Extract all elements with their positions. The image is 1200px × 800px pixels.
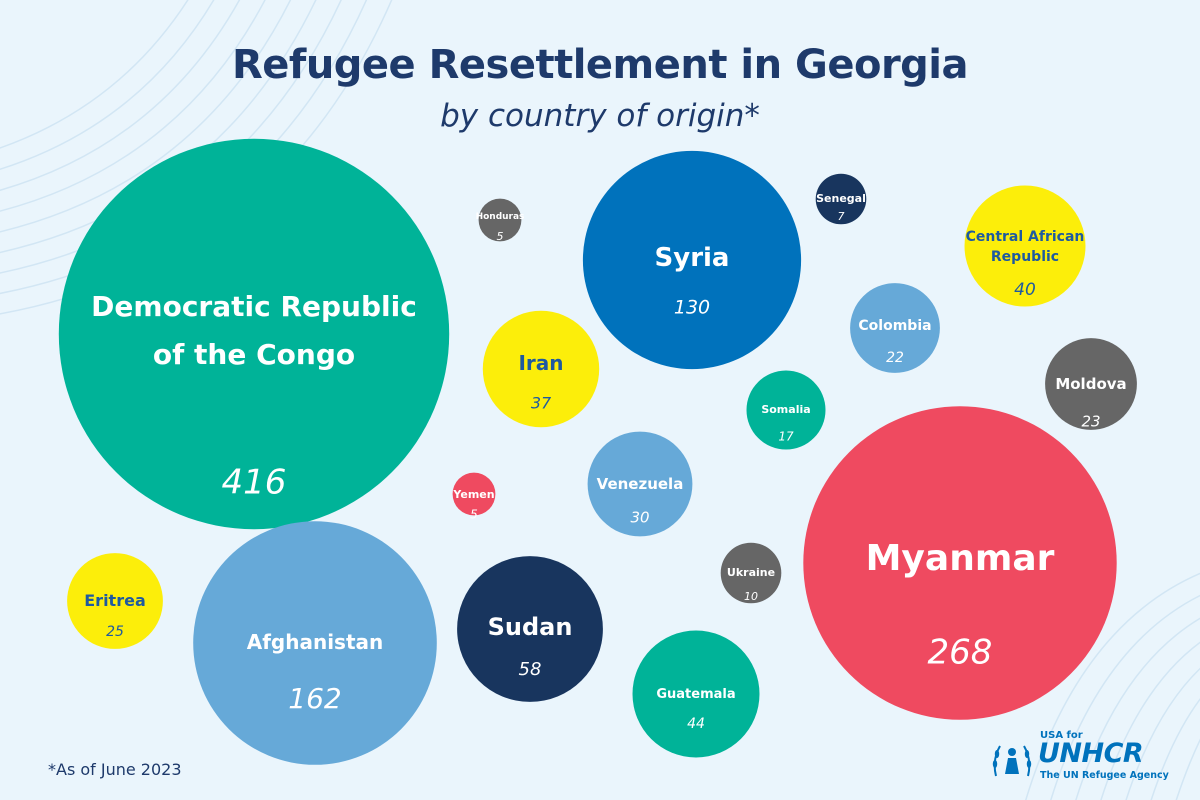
bubble-label: Yemen (452, 488, 494, 501)
logo-tagline: The UN Refugee Agency (1040, 770, 1169, 781)
bubble-circle (478, 198, 522, 242)
bubble-sudan: Sudan 58 (457, 556, 603, 702)
logo-wordmark: UNHCR (1038, 738, 1144, 769)
bubble-circle (193, 521, 437, 765)
bubble-circle (964, 185, 1086, 307)
bubble-circle (457, 556, 603, 702)
bubble-label: Guatemala (656, 687, 735, 702)
bubble-label: Iran (518, 351, 563, 375)
bubble-circle (632, 630, 760, 758)
bubble-value: 5 (470, 508, 478, 522)
bubble-ukraine: Ukraine 10 (720, 542, 782, 604)
bubble-circle (482, 310, 600, 428)
bubble-somalia: Somalia 17 (746, 370, 826, 450)
unhcr-logo: USA for UNHCR The UN Refugee Agency (990, 728, 1169, 784)
bubble-honduras: Honduras 5 (476, 198, 525, 243)
bubble-value: 130 (674, 297, 710, 319)
bubble-circle (582, 150, 802, 370)
bubble-myanmar: Myanmar 268 (803, 406, 1117, 720)
bubble-value: 10 (744, 590, 758, 603)
bubble-circle (58, 138, 450, 530)
bubble-label: Venezuela (597, 475, 684, 493)
bubble-value: 22 (886, 350, 904, 366)
bubble-value: 23 (1081, 413, 1100, 431)
bubble-value: 7 (838, 210, 845, 223)
bubble-circle (720, 542, 782, 604)
bubble-senegal: Senegal 7 (815, 173, 867, 225)
bubble-value: 25 (106, 624, 124, 640)
bubble-afghanistan: Afghanistan 162 (193, 521, 437, 765)
bubble-label: Myanmar (866, 538, 1055, 579)
chart-title: Refugee Resettlement in Georgia (231, 42, 969, 88)
bubble-value: 5 (497, 230, 504, 243)
bubble-circle (67, 553, 163, 649)
bubble-circle (803, 406, 1117, 720)
bubble-value: 44 (687, 716, 705, 732)
bubble-circle (850, 283, 940, 373)
bubble-label: Senegal (816, 192, 866, 205)
bubble-value: 58 (519, 659, 542, 680)
bubble-label: Colombia (858, 318, 931, 334)
bubble-central-african-republic: Central African Republic 40 (964, 185, 1086, 307)
footnote: *As of June 2023 (48, 760, 182, 779)
bubble-venezuela: Venezuela 30 (587, 431, 693, 537)
bubble-label: Somalia (761, 403, 810, 416)
logo-prefix: USA for (1040, 730, 1083, 741)
bubble-value: 416 (222, 463, 287, 503)
bubble-democratic-republic-of-the-congo: Democratic Republic of the Congo 416 (58, 138, 450, 530)
bubble-label: Democratic Republic of the Congo (91, 290, 417, 371)
bubble-label: Eritrea (84, 591, 146, 610)
bubble-value: 30 (630, 509, 649, 527)
bubble-circle (452, 472, 496, 516)
bubble-value: 162 (288, 682, 341, 715)
bubble-value: 268 (928, 633, 993, 673)
bubble-circle (587, 431, 693, 537)
bubble-moldova: Moldova 23 (1045, 338, 1137, 431)
bubble-label: Afghanistan (247, 630, 384, 654)
bubble-label: Moldova (1055, 375, 1126, 393)
bubble-circle (815, 173, 867, 225)
bubble-circle (746, 370, 826, 450)
bubble-eritrea: Eritrea 25 (67, 553, 163, 649)
bubble-label: Syria (655, 243, 730, 273)
unhcr-emblem-icon (992, 745, 1032, 777)
chart-subtitle: by country of origin* (440, 98, 760, 134)
bubble-yemen: Yemen 5 (452, 472, 496, 522)
bubble-label: Ukraine (727, 566, 775, 579)
bubbles-group: Democratic Republic of the Congo 416 Myanma… (58, 138, 1137, 765)
bubble-value: 37 (531, 394, 552, 413)
bubble-syria: Syria 130 (582, 150, 802, 370)
bubble-value: 40 (1014, 280, 1036, 300)
bubble-circle (1045, 338, 1137, 430)
bubble-colombia: Colombia 22 (850, 283, 940, 373)
bubble-label: Sudan (488, 613, 573, 641)
bubble-iran: Iran 37 (482, 310, 600, 428)
bubble-guatemala: Guatemala 44 (632, 630, 760, 758)
bubble-label: Honduras (476, 212, 525, 222)
bubble-label: Central African Republic (966, 229, 1085, 265)
bubble-value: 17 (778, 430, 794, 444)
